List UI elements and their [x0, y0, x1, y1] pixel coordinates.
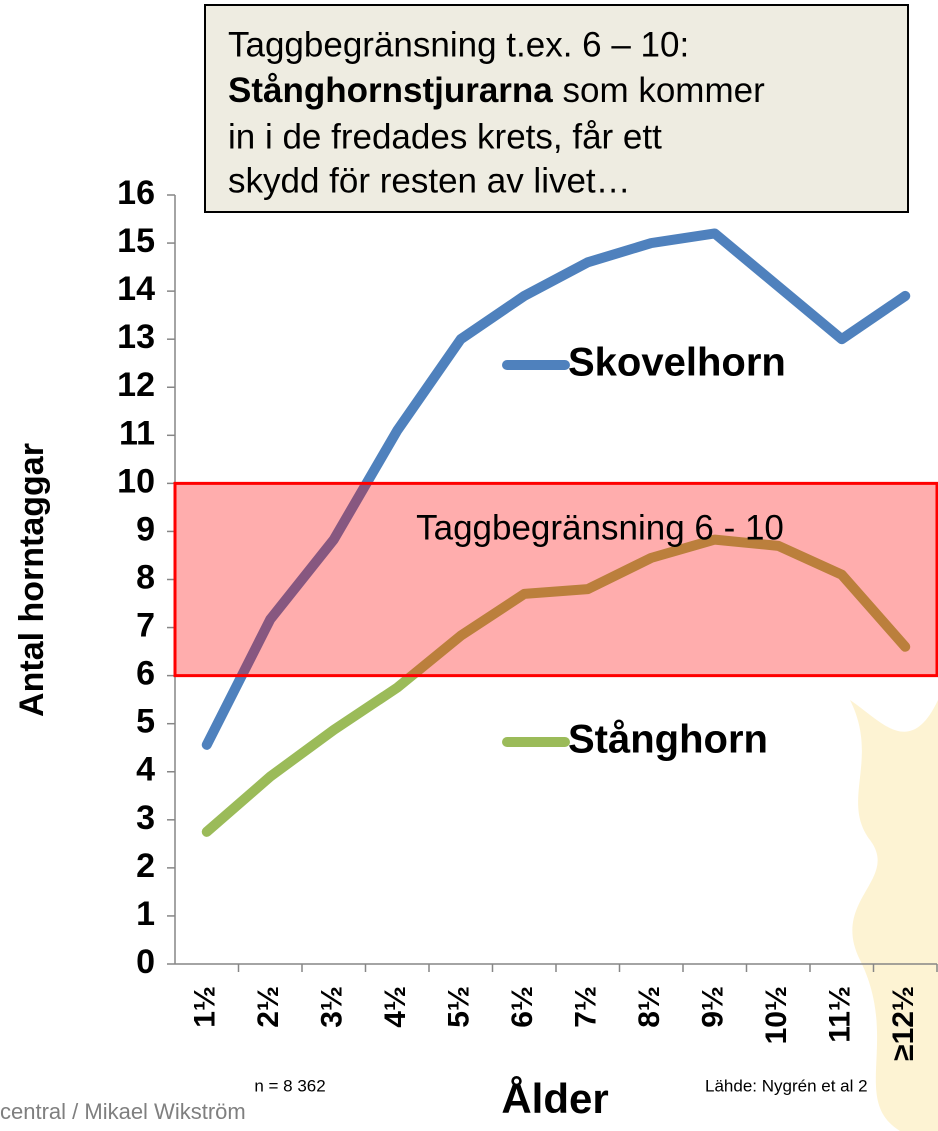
- x-tick-label: 10½: [760, 986, 793, 1044]
- y-tick-label: 4: [136, 751, 155, 789]
- x-tick-label: 2½: [252, 986, 285, 1028]
- y-tick-label: 10: [117, 462, 155, 500]
- source: Lähde: Nygrén et al 2: [705, 1076, 868, 1095]
- y-tick-label: 5: [136, 703, 155, 741]
- annotation-text: som kommer: [553, 71, 765, 110]
- y-tick-label: 11: [119, 414, 155, 452]
- x-axis-title: Ålder: [501, 1075, 608, 1122]
- y-tick-label: 6: [136, 655, 155, 693]
- legend-label: Skovelhorn: [568, 341, 786, 385]
- annotation-line: in i de fredades krets, får ett: [228, 117, 662, 156]
- x-tick-label: 7½: [570, 986, 603, 1028]
- x-tick-label: 4½: [379, 986, 412, 1028]
- x-tick-label: 1½: [189, 986, 222, 1028]
- band-label: Taggbegränsning 6 - 10: [416, 508, 784, 547]
- y-tick-label: 9: [136, 510, 155, 548]
- y-tick-label: 3: [136, 799, 155, 837]
- legend-label: Stånghorn: [568, 718, 768, 762]
- credit: central / Mikael Wikström: [0, 1099, 246, 1124]
- y-tick-label: 7: [136, 607, 155, 645]
- x-tick-label: 5½: [443, 986, 476, 1028]
- page: Taggbegränsning t.ex. 6 – 10: Stånghorns…: [0, 0, 938, 1131]
- x-tick-label: 6½: [506, 986, 539, 1028]
- y-tick-label: 8: [136, 558, 155, 596]
- x-tick-label: ≥12½: [887, 986, 920, 1061]
- note: n = 8 362: [254, 1076, 325, 1095]
- y-axis-title: Antal horntaggar: [13, 443, 51, 717]
- y-tick-label: 16: [117, 174, 155, 212]
- annotation-line: skydd för resten av livet…: [228, 161, 631, 200]
- x-tick-label: 11½: [824, 986, 857, 1043]
- y-tick-label: 2: [136, 847, 155, 885]
- y-tick-label: 14: [117, 270, 155, 308]
- y-tick-label: 12: [117, 366, 155, 404]
- chart: Taggbegränsning t.ex. 6 – 10: Stånghorns…: [0, 0, 938, 1131]
- annotation-line: Taggbegränsning t.ex. 6 – 10:: [228, 25, 689, 64]
- y-tick-label: 1: [136, 895, 155, 933]
- x-tick-label: 8½: [633, 986, 666, 1028]
- x-tick-label: 3½: [316, 986, 349, 1028]
- y-tick-label: 0: [136, 943, 155, 981]
- y-tick-label: 15: [117, 222, 155, 260]
- x-tick-label: 9½: [697, 986, 730, 1028]
- annotation-line: Stånghornstjurarna som kommer: [228, 71, 765, 110]
- annotation-bold: Stånghornstjurarna: [228, 71, 553, 110]
- watermark: [850, 700, 938, 1131]
- y-tick-label: 13: [117, 318, 155, 356]
